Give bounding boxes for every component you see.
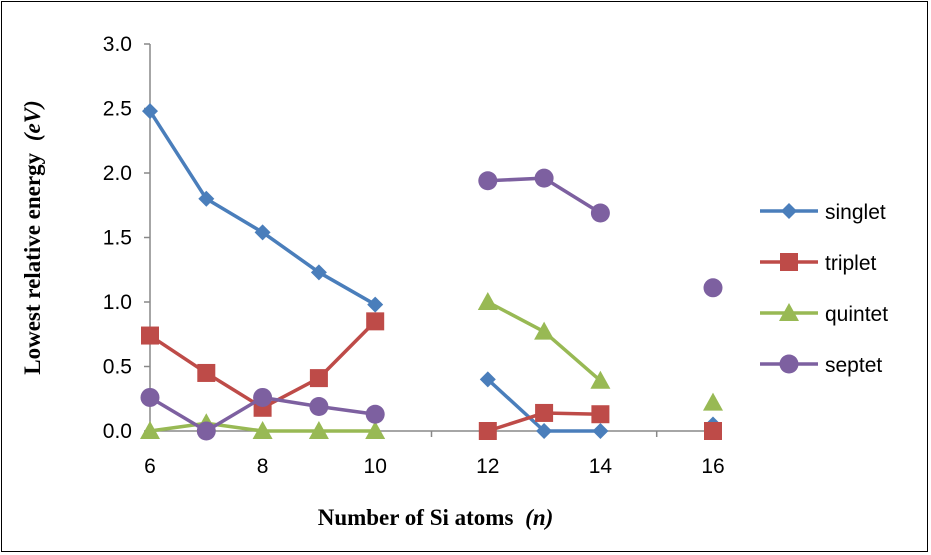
data-point-quintet xyxy=(703,392,723,411)
data-point-triplet xyxy=(478,422,497,440)
legend-marker xyxy=(780,253,798,271)
data-point-triplet xyxy=(141,326,159,345)
data-point-triplet xyxy=(591,405,610,424)
data-point-singlet xyxy=(254,224,271,241)
series-layer xyxy=(140,103,723,441)
data-point-triplet xyxy=(366,312,385,331)
series-line-singlet xyxy=(148,110,377,307)
legend-item-quintet: quintet xyxy=(760,303,888,326)
data-point-triplet xyxy=(197,363,216,382)
data-point-singlet xyxy=(142,103,158,120)
data-point-septet xyxy=(703,278,723,298)
y-axis-title-unit: (eV) xyxy=(20,100,45,141)
x-tick-label: 8 xyxy=(257,455,269,478)
data-point-quintet xyxy=(477,292,498,310)
data-point-septet xyxy=(309,396,329,416)
data-point-quintet xyxy=(252,421,273,439)
series-triplet xyxy=(141,312,722,440)
series-quintet xyxy=(140,292,723,439)
series-septet xyxy=(140,168,723,441)
legend-label: septet xyxy=(825,354,882,377)
data-point-septet xyxy=(478,171,498,191)
data-point-triplet xyxy=(704,422,722,440)
data-point-singlet xyxy=(536,423,553,439)
x-tick-label: 10 xyxy=(364,455,387,478)
data-point-septet xyxy=(253,387,273,407)
data-point-septet xyxy=(534,168,554,188)
legend-item-septet: septet xyxy=(760,354,882,377)
data-point-singlet xyxy=(479,371,496,388)
x-tick-label: 6 xyxy=(144,455,156,478)
y-tick-label: 1.0 xyxy=(103,291,132,314)
data-point-quintet xyxy=(534,321,555,340)
legend-marker xyxy=(779,354,799,374)
x-axis-title-text: Number of Si atoms xyxy=(318,505,514,530)
x-axis-title-var: (n) xyxy=(525,505,553,530)
y-tick-label: 2.5 xyxy=(103,98,132,121)
data-point-septet xyxy=(365,404,385,424)
legend-marker xyxy=(779,303,799,321)
x-tick-label: 16 xyxy=(701,455,724,478)
y-tick-label: 0.5 xyxy=(103,356,132,379)
data-point-singlet xyxy=(592,423,609,439)
legend-label: triplet xyxy=(825,252,877,275)
x-axis-title: Number of Si atoms (n) xyxy=(318,505,554,530)
y-tick-label: 2.0 xyxy=(103,162,132,185)
data-point-triplet xyxy=(309,369,328,388)
x-ticks: 6 8 10 12 14 16 xyxy=(144,431,725,478)
y-ticks: 0.0 0.5 1.0 1.5 2.0 2.5 3.0 xyxy=(103,33,150,443)
legend-item-triplet: triplet xyxy=(760,252,877,275)
legend-marker xyxy=(781,203,797,219)
y-tick-label: 3.0 xyxy=(103,33,132,56)
data-point-quintet xyxy=(140,421,160,439)
data-point-singlet xyxy=(367,296,384,313)
data-point-septet xyxy=(140,387,160,407)
y-tick-label: 0.0 xyxy=(103,420,132,443)
series-line-quintet xyxy=(486,300,602,383)
data-point-singlet xyxy=(198,190,215,207)
data-point-quintet xyxy=(365,421,386,439)
legend-label: quintet xyxy=(825,303,888,326)
data-point-singlet xyxy=(310,264,327,281)
y-tick-label: 1.5 xyxy=(103,227,132,250)
axes xyxy=(149,44,713,432)
legend: singlet triplet quintet septet xyxy=(760,201,888,377)
legend-item-singlet: singlet xyxy=(760,201,886,224)
x-tick-label: 12 xyxy=(476,455,499,478)
legend-label: singlet xyxy=(825,201,886,224)
data-point-septet xyxy=(196,421,216,441)
y-axis-title: Lowest relative energy (eV) xyxy=(20,100,45,374)
data-point-triplet xyxy=(535,403,554,422)
y-axis-title-text: Lowest relative energy xyxy=(20,152,45,374)
data-point-quintet xyxy=(590,370,611,389)
data-point-septet xyxy=(590,203,610,223)
data-point-quintet xyxy=(308,421,329,439)
x-tick-label: 14 xyxy=(589,455,613,478)
